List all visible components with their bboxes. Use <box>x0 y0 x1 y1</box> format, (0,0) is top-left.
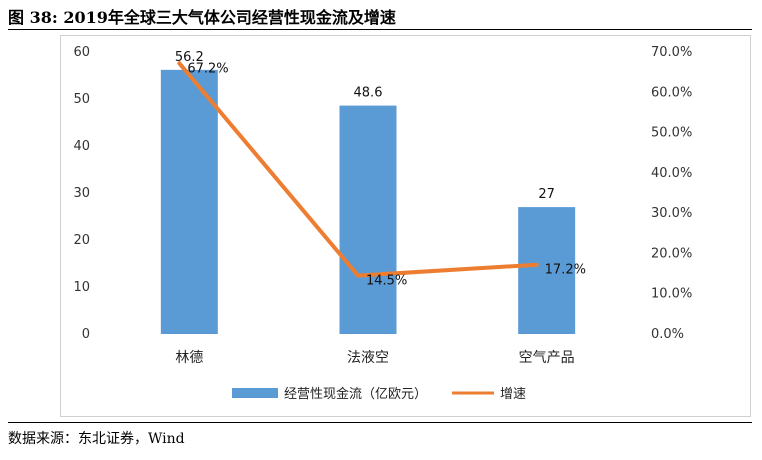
line-value-label: 17.2% <box>545 263 586 278</box>
legend: 经营性现金流（亿欧元） 增速 <box>232 386 526 402</box>
left-tick-label: 0 <box>82 327 90 342</box>
right-tick-label: 20.0% <box>651 246 692 261</box>
figure-title: 图 38: 2019年全球三大气体公司经营性现金流及增速 <box>8 8 396 27</box>
right-tick-label: 70.0% <box>651 45 692 60</box>
left-tick-label: 30 <box>73 186 90 201</box>
line-value-label: 14.5% <box>366 274 407 289</box>
category-label: 法液空 <box>347 350 389 366</box>
title-rule <box>8 29 752 30</box>
right-y-axis: 0.0% 10.0% 20.0% 30.0% 40.0% 50.0% 60.0% 70.0% <box>651 45 692 342</box>
bar <box>160 69 218 335</box>
right-tick-label: 40.0% <box>651 166 692 181</box>
legend-bar-swatch <box>232 388 278 398</box>
left-tick-label: 50 <box>73 92 90 107</box>
bar-value-label: 48.6 <box>354 86 383 101</box>
category-label: 林德 <box>175 350 203 366</box>
bar-series <box>160 69 576 335</box>
source-note: 数据来源：东北证券，Wind <box>8 431 185 447</box>
right-tick-label: 0.0% <box>651 327 684 342</box>
line-series <box>177 61 539 278</box>
right-tick-label: 30.0% <box>651 206 692 221</box>
left-tick-label: 40 <box>73 139 90 154</box>
category-label: 空气产品 <box>519 350 575 366</box>
right-tick-label: 10.0% <box>651 287 692 302</box>
legend-bar-label: 经营性现金流（亿欧元） <box>284 386 427 402</box>
category-labels: 林德 法液空 空气产品 <box>175 350 574 366</box>
bar-value-label: 27 <box>538 187 555 202</box>
right-tick-label: 60.0% <box>651 85 692 100</box>
right-tick-label: 50.0% <box>651 126 692 141</box>
growth-line <box>177 61 539 278</box>
left-tick-label: 60 <box>73 45 90 60</box>
bar <box>339 105 397 334</box>
bar <box>518 207 576 334</box>
left-y-axis: 0 10 20 30 40 50 60 <box>73 45 90 342</box>
line-value-label: 67.2% <box>187 61 228 76</box>
legend-line-label: 增速 <box>500 387 526 402</box>
left-tick-label: 20 <box>73 233 90 248</box>
source-rule <box>8 422 752 423</box>
left-tick-label: 10 <box>73 280 90 295</box>
bar-value-label: 56.2 <box>175 50 204 65</box>
chart-frame <box>60 35 751 417</box>
data-labels: 56.2 48.6 27 67.2% 14.5% 17.2% <box>175 50 586 289</box>
